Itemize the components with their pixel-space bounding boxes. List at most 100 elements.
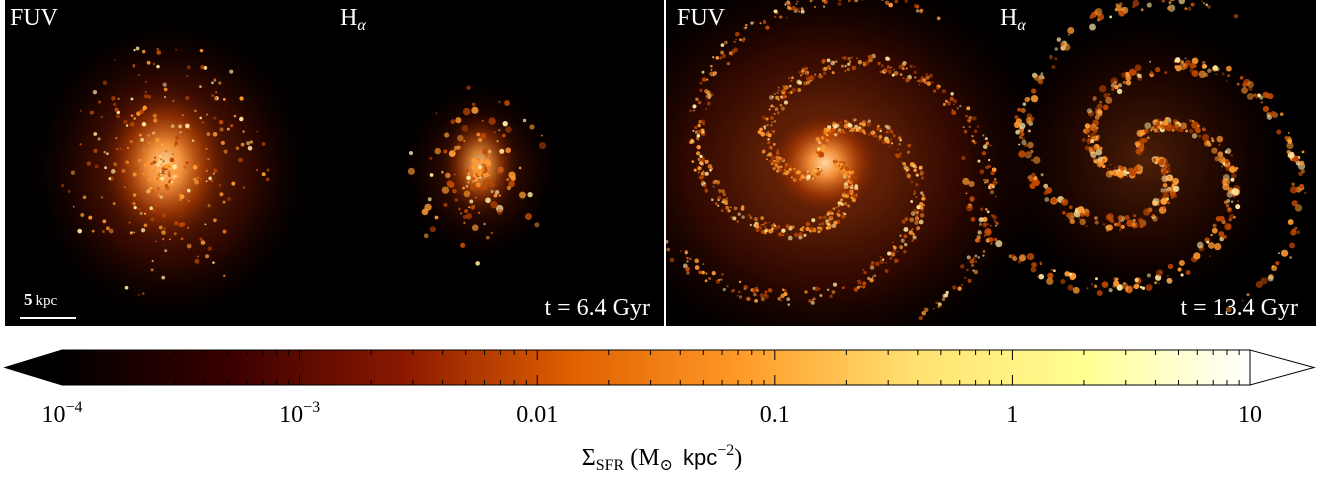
star-cluster <box>811 218 815 222</box>
star-cluster <box>728 209 731 212</box>
star-cluster <box>1026 117 1031 122</box>
star-cluster <box>1205 3 1208 6</box>
star-cluster <box>161 174 164 177</box>
star-cluster <box>1038 274 1044 280</box>
star-cluster <box>920 170 924 174</box>
star-cluster <box>780 96 783 99</box>
star-cluster <box>1152 216 1157 221</box>
star-cluster <box>202 121 205 124</box>
star-cluster <box>664 240 668 244</box>
star-cluster <box>1237 83 1240 86</box>
star-cluster <box>1230 178 1234 182</box>
star-cluster <box>881 64 884 67</box>
star-cluster <box>770 105 773 108</box>
star-cluster <box>811 301 815 305</box>
star-cluster <box>164 88 168 92</box>
star-cluster <box>1049 56 1053 60</box>
star-cluster <box>161 276 165 280</box>
star-cluster <box>206 114 208 116</box>
star-cluster <box>794 233 799 238</box>
star-cluster <box>770 116 774 120</box>
star-cluster <box>942 89 946 93</box>
star-cluster <box>1120 166 1125 171</box>
star-cluster <box>1208 242 1215 249</box>
star-cluster <box>703 263 705 265</box>
star-cluster <box>461 125 468 132</box>
star-cluster <box>1189 119 1192 122</box>
star-cluster <box>1085 212 1090 217</box>
star-cluster <box>1069 205 1073 209</box>
star-cluster <box>1117 215 1122 220</box>
label-sub: ⊙ <box>660 457 673 474</box>
star-cluster <box>893 134 896 137</box>
star-cluster <box>164 163 168 167</box>
star-cluster <box>950 97 954 101</box>
star-cluster <box>739 295 742 298</box>
star-cluster <box>778 232 782 236</box>
star-cluster <box>960 264 964 268</box>
star-cluster <box>691 140 694 143</box>
star-cluster <box>903 250 906 253</box>
star-cluster <box>472 177 475 180</box>
star-cluster <box>904 235 908 239</box>
star-cluster <box>994 178 996 180</box>
star-cluster <box>972 257 975 260</box>
star-cluster <box>1179 260 1185 266</box>
star-cluster <box>157 48 159 50</box>
star-cluster <box>701 71 704 74</box>
star-cluster <box>424 233 429 238</box>
star-cluster <box>1123 282 1126 285</box>
star-cluster <box>1029 178 1033 182</box>
tick-exponent: −3 <box>303 399 320 416</box>
star-cluster <box>709 72 714 77</box>
star-cluster <box>883 68 887 72</box>
star-cluster <box>698 270 701 273</box>
star-cluster <box>133 231 135 233</box>
star-cluster <box>476 182 481 187</box>
star-cluster <box>929 74 933 78</box>
star-cluster <box>797 170 801 174</box>
star-cluster <box>124 186 126 188</box>
star-cluster <box>711 198 714 201</box>
star-cluster <box>804 290 807 293</box>
star-cluster <box>830 61 835 66</box>
star-cluster <box>1099 147 1102 150</box>
star-cluster <box>1086 225 1088 227</box>
star-cluster <box>888 70 892 74</box>
star-cluster <box>868 55 873 60</box>
star-cluster <box>972 116 977 121</box>
star-cluster <box>782 89 785 92</box>
star-cluster <box>1031 95 1038 102</box>
star-cluster <box>1027 142 1034 149</box>
star-cluster <box>876 127 880 131</box>
star-cluster <box>775 107 779 111</box>
star-cluster <box>1114 85 1119 90</box>
star-cluster <box>158 150 161 153</box>
star-cluster <box>816 138 820 142</box>
star-cluster <box>458 208 461 211</box>
star-cluster <box>686 257 688 259</box>
star-cluster <box>1103 223 1106 226</box>
star-cluster <box>1012 256 1017 261</box>
star-cluster <box>967 279 971 283</box>
star-cluster <box>968 120 970 122</box>
star-cluster <box>824 67 828 71</box>
star-cluster <box>1033 179 1040 186</box>
star-cluster <box>788 92 790 94</box>
star-cluster <box>1115 278 1118 281</box>
star-cluster <box>849 65 851 67</box>
star-cluster <box>248 146 253 151</box>
star-cluster <box>471 158 476 163</box>
star-cluster <box>760 293 765 298</box>
star-cluster <box>1157 204 1159 206</box>
star-cluster <box>827 289 829 291</box>
star-cluster <box>827 223 830 226</box>
star-cluster <box>832 290 836 294</box>
star-cluster <box>902 67 905 70</box>
star-cluster <box>754 217 758 221</box>
star-cluster <box>219 127 223 131</box>
star-cluster <box>144 213 146 215</box>
star-cluster <box>885 269 889 273</box>
star-cluster <box>754 299 758 303</box>
star-cluster <box>787 6 791 10</box>
